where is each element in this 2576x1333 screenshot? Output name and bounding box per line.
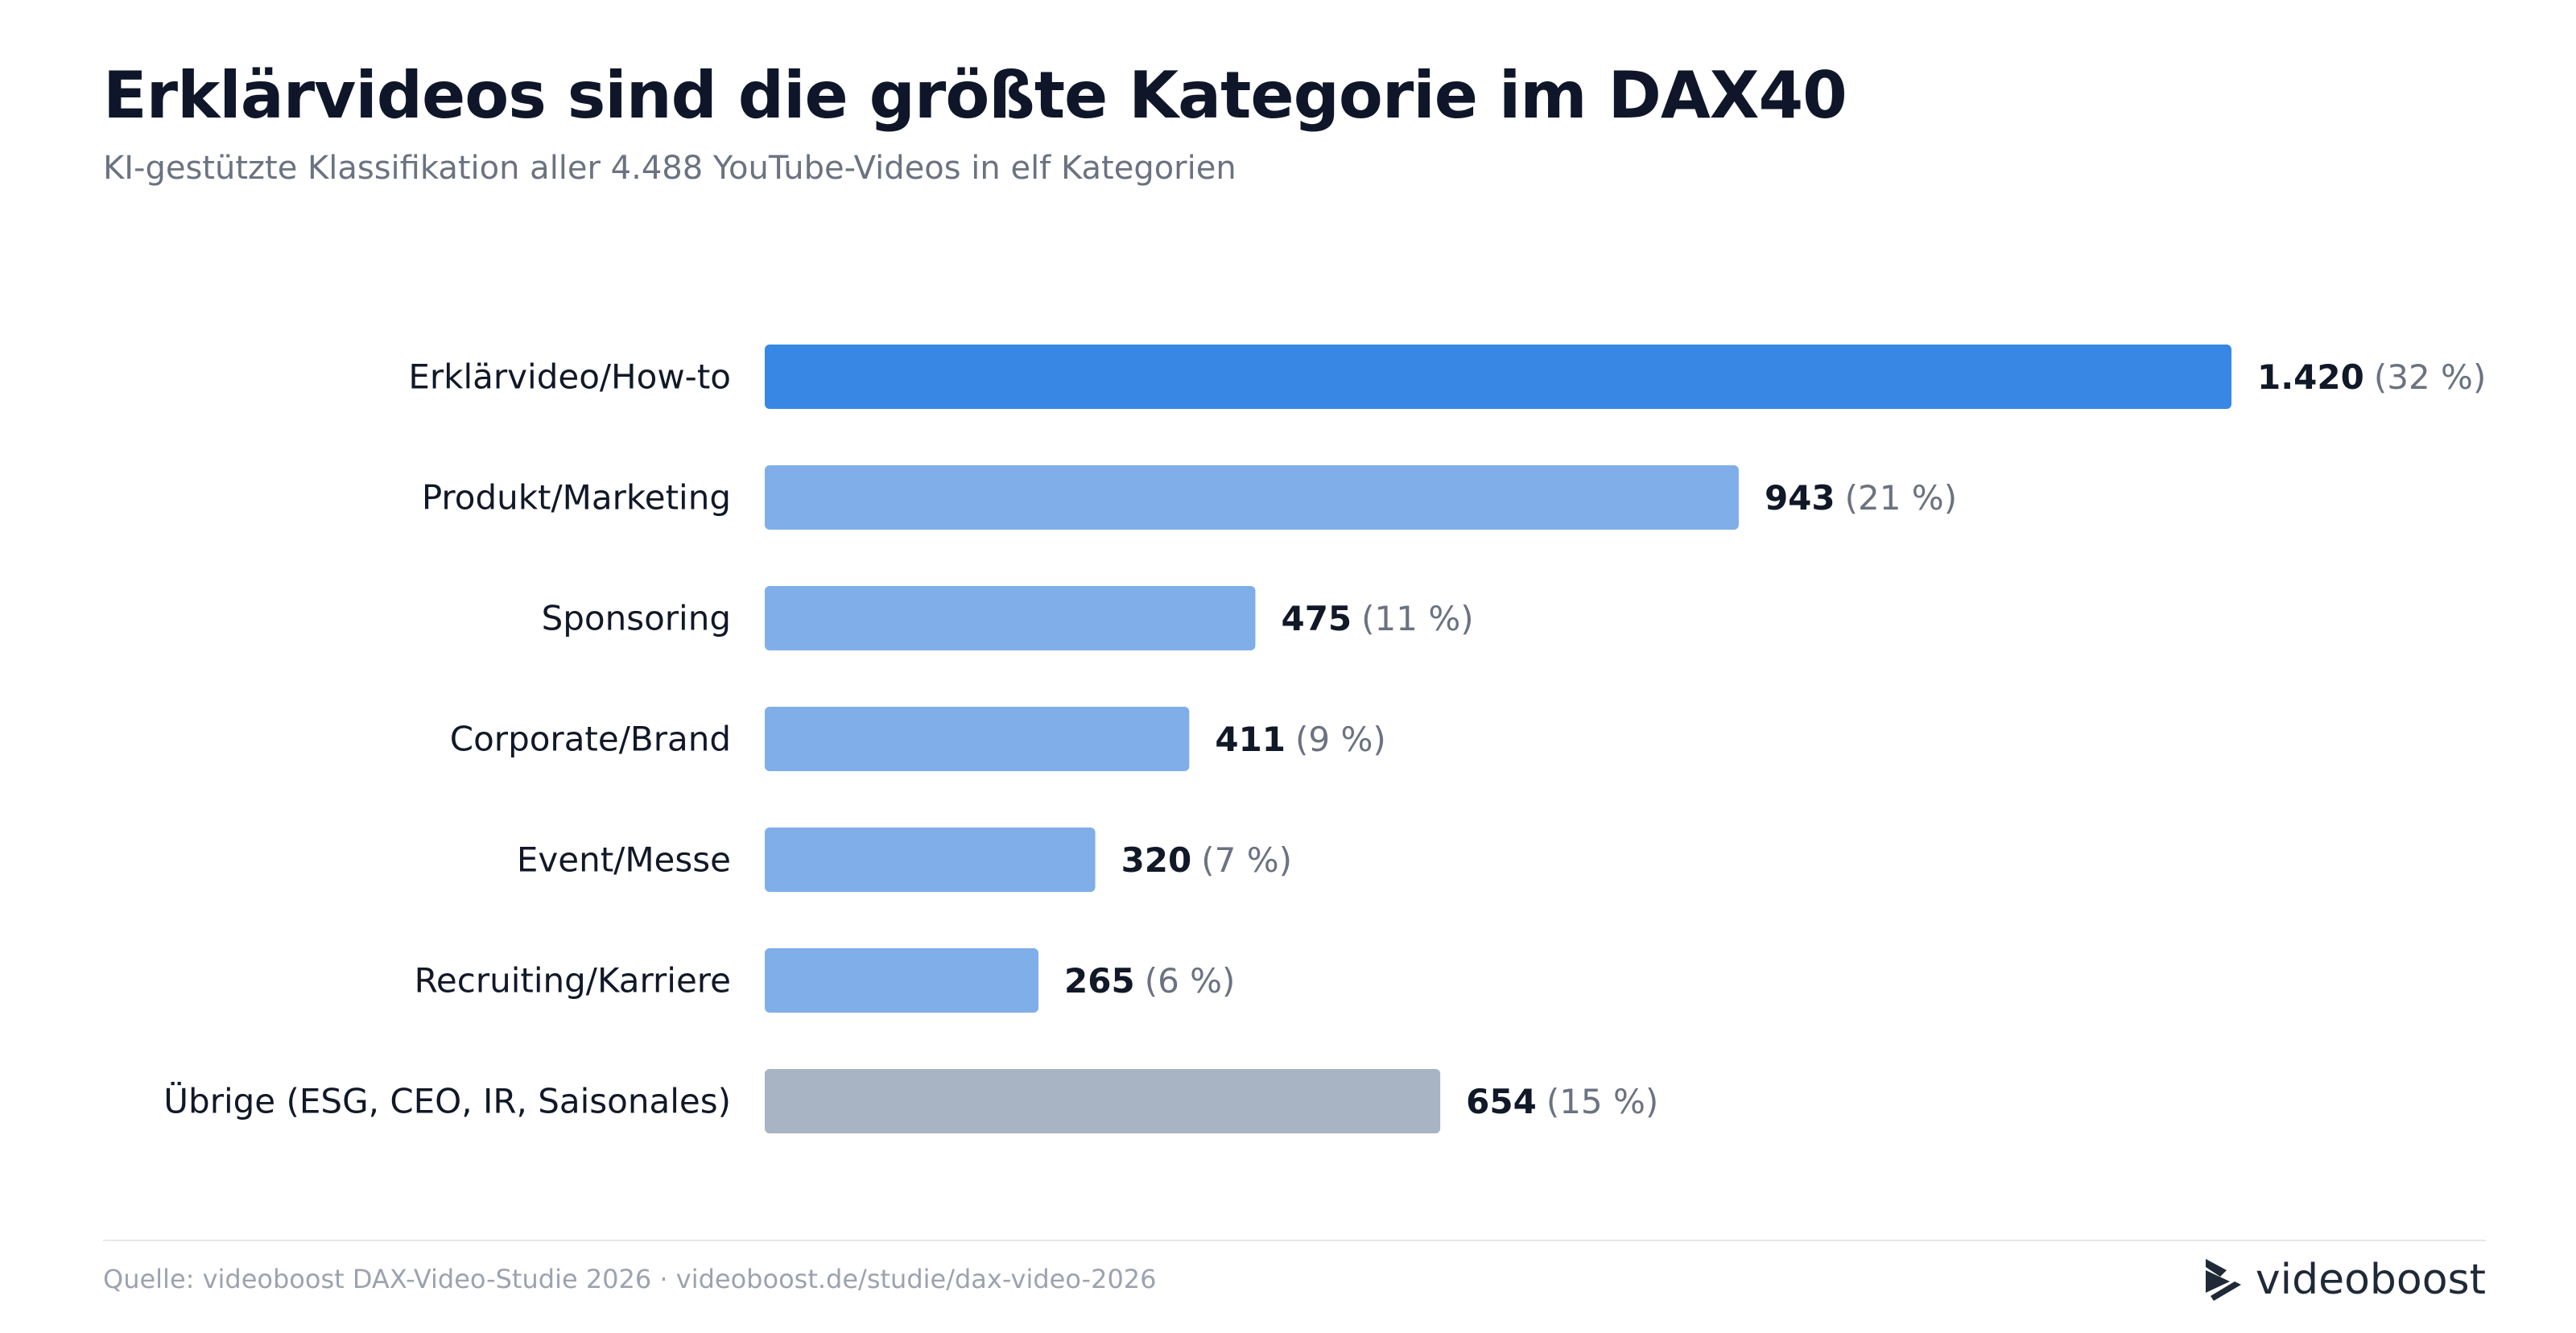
source-note: Quelle: videoboost DAX-Video-Studie 2026… — [103, 1264, 1157, 1294]
bar — [765, 586, 1256, 650]
value-label: 320 — [1121, 840, 1192, 880]
bar — [765, 948, 1039, 1013]
value-label: 411 — [1215, 720, 1286, 759]
value-label: 654 — [1466, 1082, 1537, 1121]
percent-label: (11 %) — [1361, 599, 1473, 638]
data-label: 475 (11 %) — [1281, 599, 1473, 638]
bar — [765, 465, 1739, 530]
data-label: 654 (15 %) — [1466, 1082, 1658, 1121]
value-label: 265 — [1064, 961, 1135, 1001]
percent-label: (6 %) — [1145, 961, 1236, 1001]
percent-label: (15 %) — [1546, 1082, 1658, 1121]
brand-logo: videoboost — [2202, 1256, 2486, 1304]
category-label: Produkt/Marketing — [422, 478, 731, 518]
chart-subtitle: KI-gestützte Klassifikation aller 4.488 … — [103, 150, 1236, 187]
percent-label: (32 %) — [2374, 357, 2486, 397]
chart-title: Erklärvideos sind die größte Kategorie i… — [103, 58, 1847, 133]
value-label: 475 — [1281, 599, 1352, 638]
category-label: Event/Messe — [517, 840, 731, 880]
footer-divider — [103, 1240, 2486, 1241]
play-arrow-icon — [2205, 1259, 2241, 1301]
bar-chart: Erklärvideo/How-to 1.420 (32 %) Produkt/Mar… — [163, 345, 2486, 1133]
data-label: 320 (7 %) — [1121, 840, 1292, 880]
category-label: Übrige (ESG, CEO, IR, Saisonales) — [163, 1081, 731, 1121]
percent-label: (21 %) — [1845, 478, 1957, 518]
category-label: Sponsoring — [542, 599, 731, 638]
data-label: 943 (21 %) — [1765, 478, 1957, 518]
data-label: 411 (9 %) — [1215, 720, 1385, 759]
bar — [765, 707, 1190, 771]
category-label: Recruiting/Karriere — [415, 961, 731, 1001]
category-label: Erklärvideo/How-to — [408, 357, 731, 397]
brand-name: videoboost — [2255, 1256, 2486, 1304]
bar — [765, 1069, 1441, 1133]
value-label: 943 — [1765, 478, 1835, 518]
data-label: 265 (6 %) — [1064, 961, 1235, 1001]
percent-label: (7 %) — [1201, 840, 1292, 880]
value-label: 1.420 — [2257, 357, 2364, 397]
bar — [765, 827, 1096, 892]
data-label: 1.420 (32 %) — [2257, 357, 2486, 397]
bar — [765, 345, 2231, 409]
percent-label: (9 %) — [1295, 720, 1386, 759]
category-label: Corporate/Brand — [450, 720, 731, 759]
